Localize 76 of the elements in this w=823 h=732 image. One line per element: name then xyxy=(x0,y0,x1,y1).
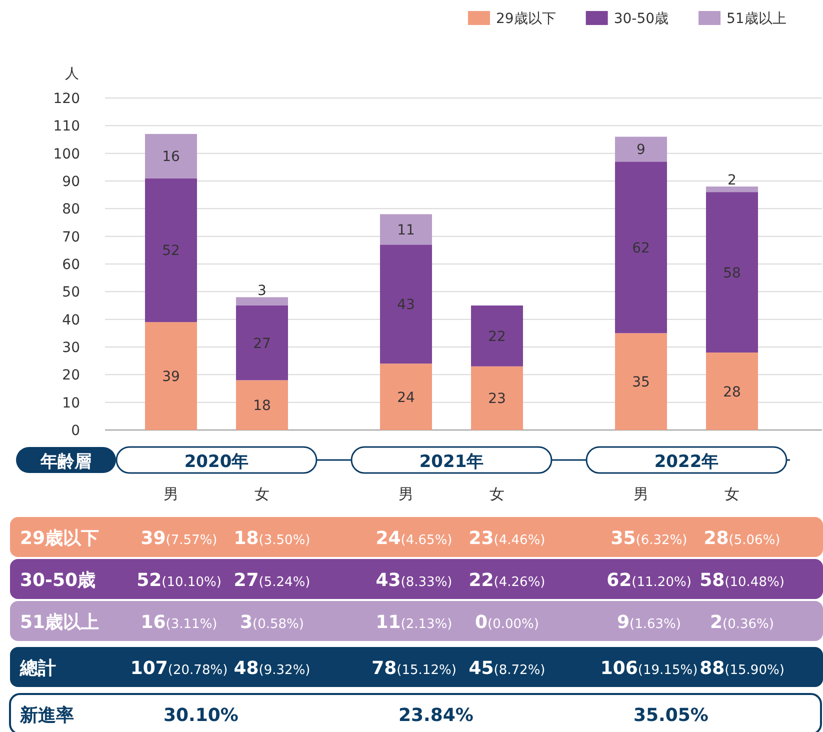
text: 27(5.24%) xyxy=(234,570,310,591)
text: 78(15.12%) xyxy=(372,658,456,679)
y-tick-label: 0 xyxy=(71,423,80,439)
text: 45(8.72%) xyxy=(468,658,546,679)
text: 總計 xyxy=(19,658,56,679)
text: 22(4.26%) xyxy=(468,570,546,591)
data-label: 9 xyxy=(636,142,646,158)
text: 35(6.32%) xyxy=(610,528,688,549)
data-label: 27 xyxy=(253,336,271,352)
text: 52(10.10%) xyxy=(136,570,222,591)
x-tick-label: 女 xyxy=(254,485,270,503)
y-axis-title: 人 xyxy=(65,66,79,82)
text: 年齢層 xyxy=(40,452,92,472)
text: 新進率 xyxy=(19,705,74,726)
x-tick-label: 女 xyxy=(490,485,504,503)
text: 11(2.13%) xyxy=(376,612,452,633)
text: 2(0.36%) xyxy=(710,612,774,633)
y-tick-label: 100 xyxy=(53,146,80,162)
text: 106(19.15%) xyxy=(600,658,698,679)
y-tick-label: 40 xyxy=(62,312,80,328)
legend-label: 51歳以上 xyxy=(726,11,786,27)
text: 3(0.58%) xyxy=(240,612,304,633)
text: 29歳以下 xyxy=(20,528,100,549)
text: 9(1.63%) xyxy=(617,612,681,633)
y-tick-label: 60 xyxy=(62,257,80,273)
data-label: 23 xyxy=(488,391,506,408)
data-label: 35 xyxy=(632,374,650,391)
x-tick-label: 男 xyxy=(634,485,648,503)
data-label: 39 xyxy=(162,369,180,386)
y-tick-label: 50 xyxy=(62,284,80,301)
text: 23(4.46%) xyxy=(468,528,546,549)
y-tick-label: 20 xyxy=(62,368,80,384)
text: 2020年 xyxy=(184,452,249,472)
text: 23.84% xyxy=(398,705,474,726)
text: 16(3.11%) xyxy=(140,612,218,633)
text: 43(8.33%) xyxy=(376,570,452,591)
text: 88(15.90%) xyxy=(700,658,784,679)
text: 39(7.57%) xyxy=(140,528,218,549)
text: 0(0.00%) xyxy=(475,612,539,633)
text: 48(9.32%) xyxy=(234,658,310,679)
text: 58(10.48%) xyxy=(700,570,784,591)
text: 28(5.06%) xyxy=(704,528,780,549)
text: 30.10% xyxy=(164,705,238,726)
y-tick-label: 110 xyxy=(53,118,80,135)
text: 24(4.65%) xyxy=(376,528,452,549)
data-label: 18 xyxy=(253,398,271,414)
data-label: 22 xyxy=(488,328,506,345)
text: 51歳以上 xyxy=(20,612,100,633)
text: 35.05% xyxy=(634,705,708,726)
text: 2021年 xyxy=(419,452,484,472)
y-tick-label: 70 xyxy=(62,229,80,246)
data-label: 24 xyxy=(397,390,415,406)
y-tick-label: 30 xyxy=(62,340,80,356)
text: 2022年 xyxy=(654,452,719,472)
data-label: 43 xyxy=(397,297,415,314)
data-label: 52 xyxy=(162,243,180,260)
y-tick-label: 80 xyxy=(62,202,80,218)
x-tick-label: 男 xyxy=(164,485,178,503)
text: 30-50歳 xyxy=(20,570,96,591)
x-tick-label: 男 xyxy=(398,485,414,503)
data-label: 62 xyxy=(632,240,650,256)
text: 18(3.50%) xyxy=(234,528,310,549)
y-tick-label: 90 xyxy=(62,174,80,190)
legend-label: 30-50歳 xyxy=(614,11,669,27)
data-label: 2 xyxy=(728,172,736,189)
legend-label: 29歳以下 xyxy=(496,11,556,27)
data-label: 3 xyxy=(258,283,266,300)
x-tick-label: 女 xyxy=(724,485,740,503)
data-label: 28 xyxy=(723,384,741,400)
data-label: 16 xyxy=(162,149,180,166)
y-tick-label: 120 xyxy=(53,91,80,107)
y-tick-label: 10 xyxy=(62,395,80,412)
data-label: 11 xyxy=(397,222,415,238)
text: 62(11.20%) xyxy=(606,570,692,591)
data-label: 58 xyxy=(723,265,741,282)
text: 107(20.78%) xyxy=(130,658,228,679)
